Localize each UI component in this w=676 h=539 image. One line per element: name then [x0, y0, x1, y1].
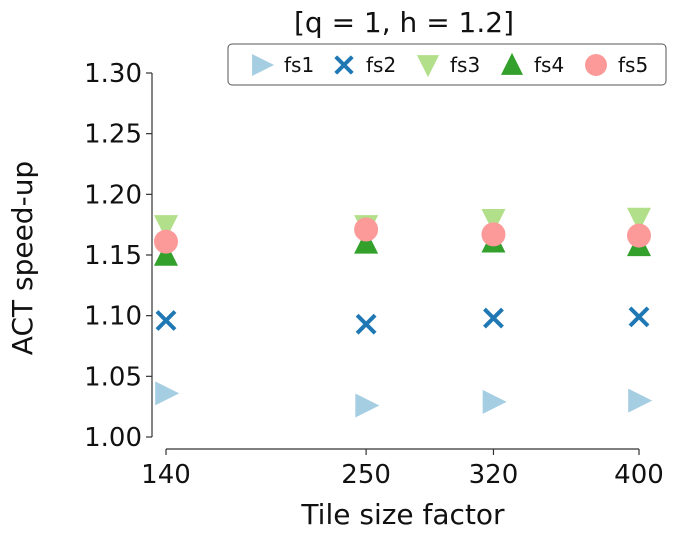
legend-marker-fs3	[417, 55, 439, 78]
legend-label-fs3: fs3	[450, 53, 480, 77]
x-tick-label: 250	[341, 460, 391, 490]
point-fs2	[355, 313, 377, 335]
point-fs2	[483, 307, 504, 329]
point-fs1	[628, 388, 653, 413]
legend-label-fs5: fs5	[618, 53, 648, 77]
x-tick-label: 400	[614, 460, 664, 490]
legend-box	[227, 43, 667, 86]
point-fs5	[154, 229, 178, 254]
point-fs5	[481, 222, 506, 247]
point-fs4	[354, 229, 379, 254]
chart-title: [q = 1, h = 1.2]	[294, 6, 514, 39]
point-fs1	[155, 381, 180, 406]
y-tick-label: 1.15	[84, 241, 142, 271]
legend-marker-fs5	[585, 54, 607, 76]
legend-marker-fs4	[501, 52, 523, 75]
point-fs4	[154, 241, 178, 266]
x-tick-label: 140	[141, 460, 191, 490]
y-tick-label: 1.00	[84, 423, 142, 453]
point-fs5	[354, 217, 379, 242]
y-tick-label: 1.30	[84, 59, 142, 89]
x-axis-label: Tile size factor	[300, 498, 505, 531]
legend-label-fs4: fs4	[534, 53, 564, 77]
point-fs3	[627, 207, 651, 232]
point-fs1	[355, 393, 380, 418]
ticks: 1.00 1.05 1.10 1.15 1.20 1.25 1.30 140 250 320 400	[84, 59, 664, 490]
x-tick-label: 320	[469, 460, 519, 490]
legend-marker-fs1	[252, 54, 275, 76]
data-marks	[154, 207, 653, 418]
y-tick-label: 1.25	[84, 120, 142, 150]
point-fs2	[628, 306, 650, 328]
legend-label-fs2: fs2	[366, 53, 396, 77]
point-fs3	[481, 209, 506, 234]
point-fs5	[627, 223, 651, 248]
y-tick-label: 1.20	[84, 180, 142, 210]
y-tick-label: 1.05	[84, 362, 142, 392]
y-tick-label: 1.10	[84, 302, 142, 332]
legend: fs1 fs2 fs3 fs4 fs5	[227, 43, 667, 86]
point-fs1	[482, 389, 507, 414]
point-fs3	[154, 215, 178, 240]
y-axis-label: ACT speed-up	[6, 161, 39, 355]
legend-marker-fs2	[334, 55, 354, 75]
point-fs2	[155, 310, 177, 331]
axes	[151, 73, 639, 450]
legend-label-fs1: fs1	[284, 53, 314, 77]
